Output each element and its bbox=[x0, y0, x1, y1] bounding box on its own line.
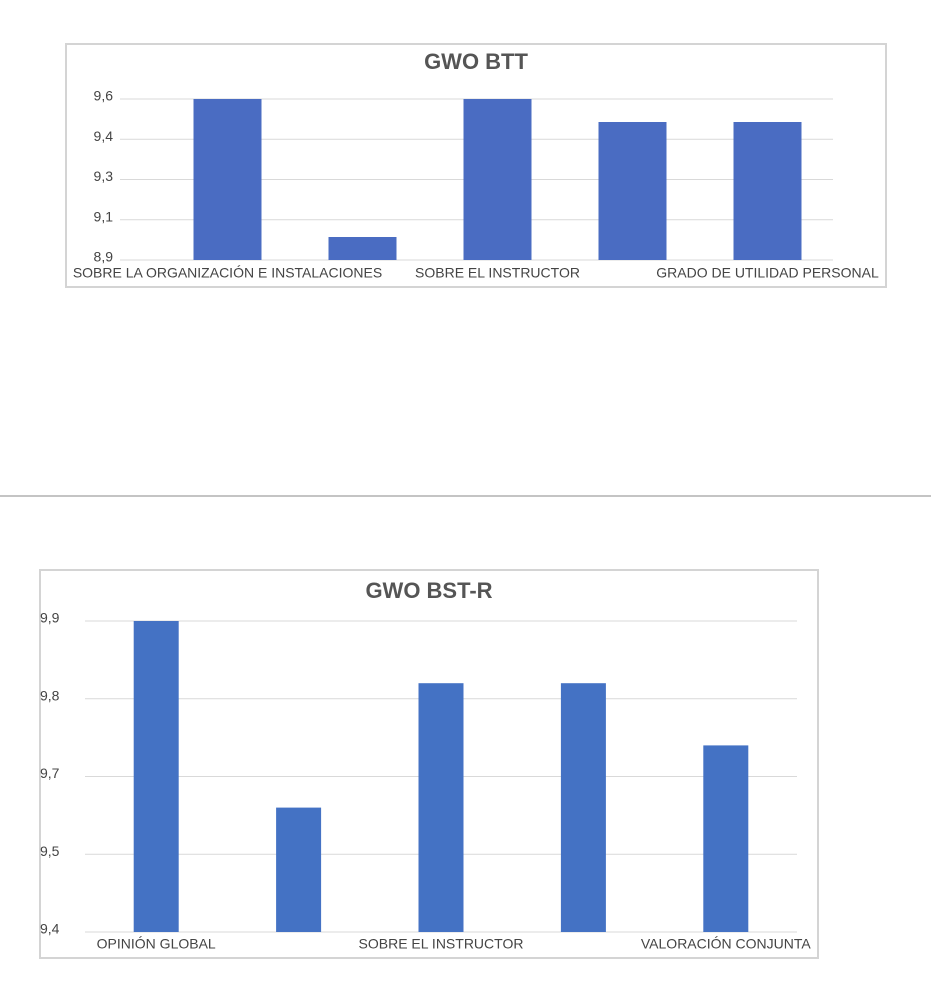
bar bbox=[560, 683, 606, 932]
x-tick-label: VALORACIÓN CONJUNTA bbox=[641, 936, 811, 952]
y-tick-label: 9,4 bbox=[40, 921, 60, 937]
x-tick-label: GRADO DE UTILIDAD PERSONAL bbox=[656, 265, 879, 281]
bar bbox=[193, 99, 262, 260]
y-tick-label: 9,7 bbox=[40, 765, 60, 781]
y-tick-label: 9,1 bbox=[94, 208, 114, 224]
x-tick-label: OPINIÓN GLOBAL bbox=[97, 936, 216, 952]
y-tick-label: 9,3 bbox=[94, 168, 114, 184]
x-tick-label: SOBRE LA ORGANIZACIÓN E INSTALACIONES bbox=[73, 265, 382, 281]
bar bbox=[328, 237, 397, 260]
y-tick-label: 9,4 bbox=[94, 128, 114, 144]
x-tick-label: SOBRE EL INSTRUCTOR bbox=[415, 265, 580, 281]
bar bbox=[418, 683, 464, 932]
bar bbox=[463, 99, 532, 260]
bar bbox=[276, 807, 322, 932]
y-tick-label: 9,6 bbox=[94, 88, 114, 104]
chart-title: GWO BTT bbox=[424, 49, 528, 74]
bar bbox=[598, 122, 667, 260]
bar bbox=[133, 621, 179, 932]
bar bbox=[733, 122, 802, 260]
y-tick-label: 9,9 bbox=[40, 610, 60, 626]
x-tick-label: SOBRE EL INSTRUCTOR bbox=[359, 936, 524, 952]
y-tick-label: 9,5 bbox=[40, 843, 60, 859]
chart-title: GWO BST-R bbox=[365, 578, 492, 603]
y-tick-label: 9,8 bbox=[40, 687, 60, 703]
bar bbox=[703, 745, 749, 932]
y-tick-label: 8,9 bbox=[94, 249, 114, 265]
